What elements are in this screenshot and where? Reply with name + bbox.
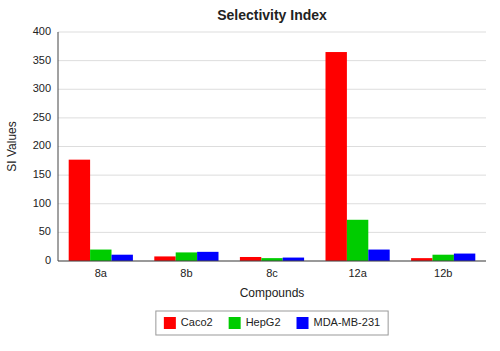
y-tick-label: 300 [33, 82, 51, 94]
x-axis: 8a 8b 8c 12a 12b [95, 267, 453, 279]
x-tick-label: 12b [434, 267, 452, 279]
y-tick-label: 350 [33, 54, 51, 66]
y-tick-label: 250 [33, 111, 51, 123]
bar-series [112, 250, 476, 261]
grid-line [58, 261, 486, 262]
y-tick-label: 200 [33, 139, 51, 151]
grid-line [58, 146, 486, 147]
title: Selectivity Index [217, 7, 327, 23]
grid-line [58, 60, 486, 61]
grid-line [58, 203, 486, 204]
x-axis-label: Compounds [240, 286, 305, 300]
y-tick-label: 150 [33, 168, 51, 180]
legend-label: HepG2 [246, 316, 281, 328]
bar [433, 255, 454, 261]
bar [69, 160, 90, 261]
y-tick-label: 400 [33, 25, 51, 37]
grid-line [58, 232, 486, 233]
bar [90, 250, 111, 261]
y-tick-label: 0 [45, 254, 51, 266]
x-tick-label: 8b [180, 267, 192, 279]
bar [454, 254, 475, 261]
bar [283, 258, 304, 261]
y-tick-label: 100 [33, 197, 51, 209]
legend-item: HepG2 [229, 316, 281, 329]
legend-label: Caco2 [181, 316, 213, 328]
grid [58, 32, 486, 261]
legend-frame [156, 311, 388, 335]
grid-line [58, 175, 486, 176]
legend: Caco2 HepG2 MDA-MB-231 [156, 311, 388, 335]
bar-series [90, 220, 454, 261]
legend-item: MDA-MB-231 [297, 316, 381, 329]
y-axis-label: SI Values [5, 121, 19, 171]
chart-container: 0 50 100 150 200 250 300 350 400 8a 8b 8c 12a 12b Sele… [0, 0, 500, 351]
x-tick-label: 12a [348, 267, 367, 279]
y-axis-line [58, 32, 59, 261]
legend-swatch [297, 317, 309, 329]
bar [197, 252, 218, 261]
legend-label: MDA-MB-231 [314, 316, 381, 328]
legend-swatch [164, 317, 176, 329]
y-tick-label: 50 [39, 225, 51, 237]
x-tick-label: 8a [95, 267, 108, 279]
legend-swatch [229, 317, 241, 329]
grid-line [58, 32, 486, 33]
bars [69, 52, 476, 261]
bar [347, 220, 368, 261]
bar [240, 257, 261, 261]
grid-line [58, 117, 486, 118]
bar [112, 255, 133, 261]
grid-line [58, 89, 486, 90]
chart-svg: 0 50 100 150 200 250 300 350 400 8a 8b 8c 12a 12b Sele… [0, 0, 500, 351]
bar [154, 256, 175, 261]
legend-item: Caco2 [164, 316, 213, 329]
bar [368, 250, 389, 261]
legend-items: Caco2 HepG2 MDA-MB-231 [164, 316, 380, 329]
x-tick-label: 8c [266, 267, 278, 279]
bar [326, 52, 347, 261]
bar [176, 252, 197, 261]
x-axis-line [58, 261, 486, 262]
bar-series [69, 52, 433, 261]
y-axis: 0 50 100 150 200 250 300 350 400 [33, 25, 51, 266]
